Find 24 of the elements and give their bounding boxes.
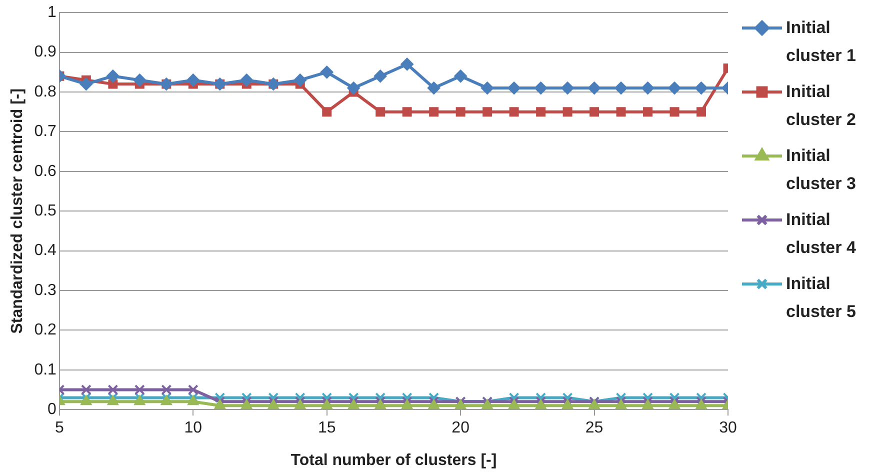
y-tick-label: 0.7: [34, 123, 57, 140]
y-tick-label: 0: [48, 401, 57, 418]
legend-label: Initial cluster 3: [786, 145, 857, 195]
x-tick-label: 10: [184, 420, 202, 437]
y-tick-label: 0.1: [34, 361, 57, 378]
x-tick-label: 25: [585, 420, 604, 437]
y-tick-label: 0.3: [34, 282, 57, 299]
x-tick-label: 15: [318, 420, 336, 437]
x-axis-title: Total number of clusters [-]: [290, 452, 497, 469]
legend-label: Initial cluster 1: [786, 17, 857, 67]
x-tick-label: 5: [54, 420, 64, 437]
y-tick-label: 1: [48, 4, 57, 22]
legend-label: Initial cluster 5: [786, 273, 857, 323]
x-tick-label: 30: [719, 420, 737, 437]
y-axis-title: Standardized cluster centroid [-]: [9, 88, 26, 334]
y-tick-label: 0.9: [34, 44, 57, 61]
x-tick-label: 20: [452, 420, 470, 437]
legend-label: Initial cluster 2: [786, 81, 857, 131]
legend-label: Initial cluster 4: [786, 209, 857, 259]
y-tick-label: 0.5: [34, 202, 57, 220]
y-tick-label: 0.2: [34, 322, 57, 339]
y-tick-label: 0.8: [34, 83, 57, 100]
y-tick-label: 0.6: [34, 162, 57, 180]
y-tick-label: 0.4: [34, 242, 57, 260]
